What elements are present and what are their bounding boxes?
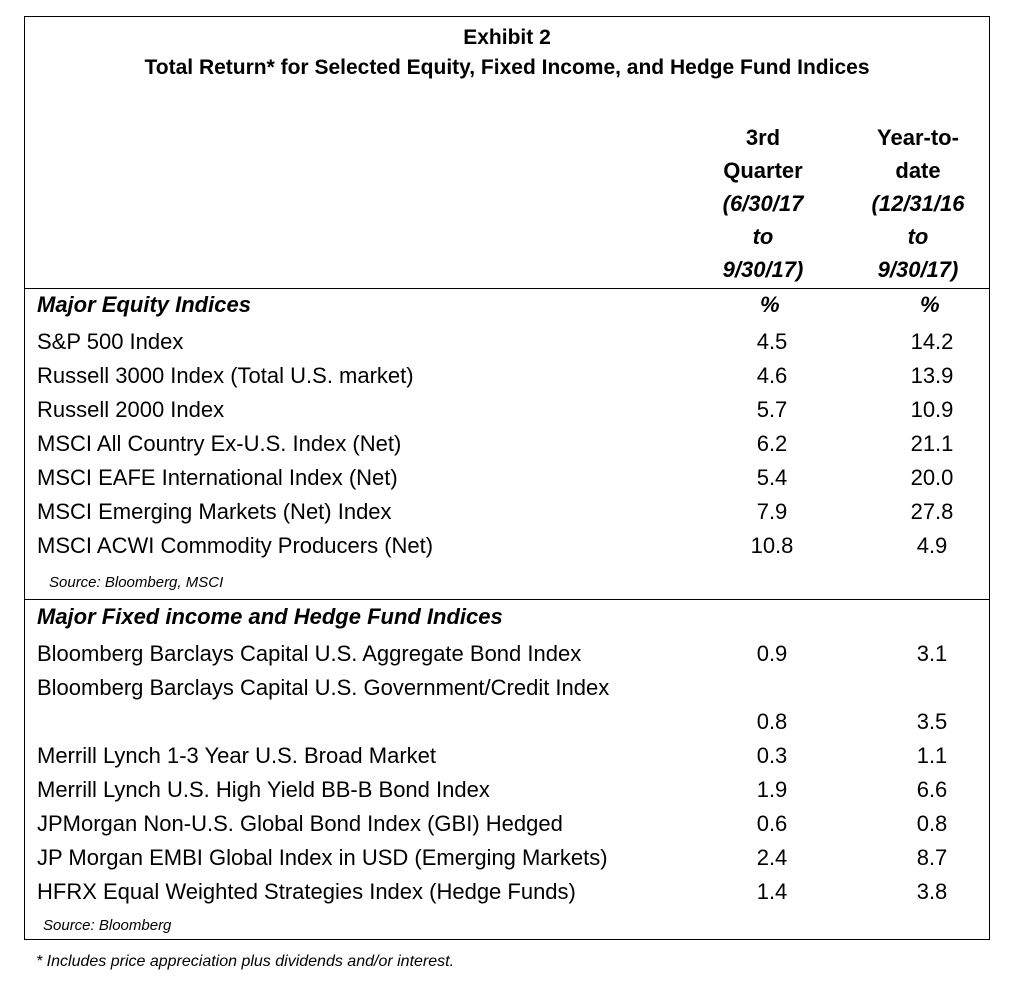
row-ytd-value: 4.9	[916, 533, 948, 558]
row-ytd-value: 8.7	[916, 845, 948, 870]
exhibit-table: Exhibit 2 Total Return* for Selected Equ…	[24, 16, 990, 940]
row-ytd-value: 21.1	[910, 431, 954, 456]
row-label: Bloomberg Barclays Capital U.S. Aggregat…	[37, 641, 582, 666]
row-q3-value: 4.5	[756, 329, 788, 354]
table-row: MSCI EAFE International Index (Net) 5.4 …	[37, 461, 977, 495]
row-label: Russell 2000 Index	[37, 397, 225, 422]
column-header-ytd-line: to	[907, 224, 929, 249]
row-q3-value: 6.2	[756, 431, 788, 456]
equity-unit-ytd: %	[920, 292, 940, 317]
row-label: S&P 500 Index	[37, 329, 184, 354]
row-label: Merrill Lynch 1-3 Year U.S. Broad Market	[37, 743, 437, 768]
table-row: S&P 500 Index 4.5 14.2	[37, 325, 977, 359]
row-ytd-value: 27.8	[910, 499, 954, 524]
column-header-ytd-line: Year-to-	[877, 125, 959, 150]
column-header-q3-line: 9/30/17)	[722, 257, 804, 282]
row-ytd-value: 1.1	[916, 743, 948, 768]
column-header-ytd-line: 9/30/17)	[877, 257, 959, 282]
exhibit-title: Exhibit 2	[463, 26, 551, 49]
row-q3-value: 1.4	[756, 879, 788, 904]
table-row: MSCI ACWI Commodity Producers (Net) 10.8…	[37, 529, 977, 563]
row-label: Merrill Lynch U.S. High Yield BB-B Bond …	[37, 777, 490, 802]
row-label-wrapped: Bloomberg Barclays Capital U.S. Governme…	[37, 675, 610, 700]
row-q3-value: 2.4	[756, 845, 788, 870]
row-q3-value: 0.9	[756, 641, 788, 666]
row-label: MSCI EAFE International Index (Net)	[37, 465, 398, 490]
table-row: Bloomberg Barclays Capital U.S. Aggregat…	[37, 637, 977, 671]
table-row: MSCI All Country Ex-U.S. Index (Net) 6.2…	[37, 427, 977, 461]
row-q3-value: 10.8	[750, 533, 794, 558]
column-header-q3-line: 3rd	[745, 125, 781, 150]
section-divider	[25, 599, 989, 600]
column-header-ytd-line: (12/31/16	[871, 191, 965, 216]
equity-source-note: Source: Bloomberg, MSCI	[49, 574, 224, 591]
table-row: Russell 3000 Index (Total U.S. market) 4…	[37, 359, 977, 393]
fixed-income-section-title: Major Fixed income and Hedge Fund Indice…	[37, 604, 503, 629]
table-row: HFRX Equal Weighted Strategies Index (He…	[37, 875, 977, 909]
row-ytd-value: 3.8	[916, 879, 948, 904]
fixed-income-source-note: Source: Bloomberg	[43, 917, 172, 934]
equity-unit-q3: %	[760, 292, 780, 317]
row-q3-value: 5.4	[756, 465, 788, 490]
row-ytd-value: 14.2	[910, 329, 954, 354]
column-header-ytd: Year-to- date (12/31/16 to 9/30/17)	[843, 121, 993, 286]
row-ytd-value: 13.9	[910, 363, 954, 388]
column-header-q3: 3rd Quarter (6/30/17 to 9/30/17)	[693, 121, 833, 286]
row-q3-value: 0.8	[756, 709, 788, 734]
row-q3-value: 7.9	[756, 499, 788, 524]
table-row: MSCI Emerging Markets (Net) Index 7.9 27…	[37, 495, 977, 529]
row-q3-value: 0.3	[756, 743, 788, 768]
row-ytd-value: 10.9	[910, 397, 954, 422]
column-header-q3-line: (6/30/17	[722, 191, 804, 216]
row-label: Russell 3000 Index (Total U.S. market)	[37, 363, 414, 388]
table-row: Merrill Lynch U.S. High Yield BB-B Bond …	[37, 773, 977, 807]
column-header-q3-line: Quarter	[723, 158, 803, 183]
row-q3-value: 1.9	[756, 777, 788, 802]
row-label: MSCI Emerging Markets (Net) Index	[37, 499, 392, 524]
row-ytd-value: 0.8	[916, 811, 948, 836]
row-q3-value: 0.6	[756, 811, 788, 836]
row-label: JP Morgan EMBI Global Index in USD (Emer…	[37, 845, 608, 870]
row-ytd-value: 20.0	[910, 465, 954, 490]
row-label: JPMorgan Non-U.S. Global Bond Index (GBI…	[37, 811, 563, 836]
row-q3-value: 4.6	[756, 363, 788, 388]
row-q3-value: 5.7	[756, 397, 788, 422]
row-ytd-value: 3.1	[916, 641, 948, 666]
table-row: 0.8 3.5	[37, 705, 977, 739]
row-label: HFRX Equal Weighted Strategies Index (He…	[37, 879, 576, 904]
row-ytd-value: 6.6	[916, 777, 948, 802]
table-row: JP Morgan EMBI Global Index in USD (Emer…	[37, 841, 977, 875]
exhibit-subtitle: Total Return* for Selected Equity, Fixed…	[144, 56, 870, 79]
column-header-q3-line: to	[752, 224, 774, 249]
row-label: MSCI ACWI Commodity Producers (Net)	[37, 533, 434, 558]
table-row: Merrill Lynch 1-3 Year U.S. Broad Market…	[37, 739, 977, 773]
equity-section-title: Major Equity Indices	[37, 292, 251, 317]
table-row: Russell 2000 Index 5.7 10.9	[37, 393, 977, 427]
table-row: JPMorgan Non-U.S. Global Bond Index (GBI…	[37, 807, 977, 841]
column-header-ytd-line: date	[895, 158, 941, 183]
row-label: MSCI All Country Ex-U.S. Index (Net)	[37, 431, 402, 456]
header-divider	[25, 288, 989, 289]
footnote: * Includes price appreciation plus divid…	[36, 953, 455, 970]
title-block: Exhibit 2 Total Return* for Selected Equ…	[25, 17, 989, 81]
row-ytd-value: 3.5	[916, 709, 948, 734]
